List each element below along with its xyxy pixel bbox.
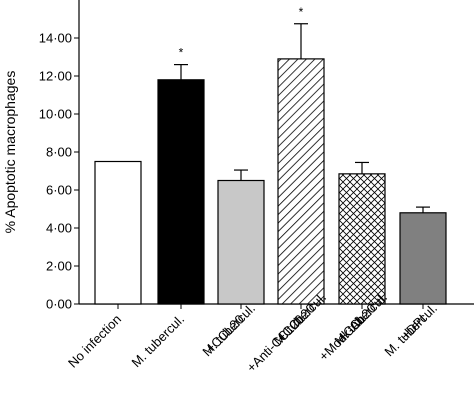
- category-label: M. tubercul.: [128, 312, 187, 371]
- category-label: M. tubercul.+DPI: [381, 301, 440, 360]
- y-tick-label: 6·00: [46, 183, 72, 198]
- category-label-line: +CCL20: [203, 312, 248, 357]
- axes: 0·00 2·00 4·00 6·00 8·00 10·00 12·00 14·00 % Apo…: [2, 0, 474, 312]
- category-label-line: +Anti-CCL20: [244, 312, 307, 375]
- category-label-line: No infection: [65, 312, 124, 371]
- y-tick-label: 2·00: [46, 259, 72, 274]
- category-label: No infection: [65, 312, 124, 371]
- category-label-line: +Mock-Ab: [316, 312, 368, 364]
- y-axis-title: % Apoptotic macrophages: [2, 71, 18, 234]
- bar: [277, 58, 325, 305]
- y-tick-label: 4·00: [46, 221, 72, 236]
- category-label-line: M. tubercul.: [128, 312, 187, 371]
- y-tick-label: 10·00: [39, 107, 72, 122]
- bar: [157, 79, 205, 305]
- bar: [399, 212, 447, 305]
- bar: [94, 160, 142, 305]
- category-label: M. tubercul.+CCL20: [199, 301, 258, 360]
- significance-star: *: [179, 46, 184, 60]
- bars: [94, 23, 447, 305]
- y-tick-label: 14·00: [39, 31, 72, 46]
- significance-star: *: [299, 5, 304, 19]
- bar: [338, 173, 386, 305]
- bar: [217, 179, 265, 305]
- y-tick-label: 12·00: [39, 69, 72, 84]
- y-tick-label: 0·00: [46, 297, 72, 312]
- y-tick-label: 8·00: [46, 145, 72, 160]
